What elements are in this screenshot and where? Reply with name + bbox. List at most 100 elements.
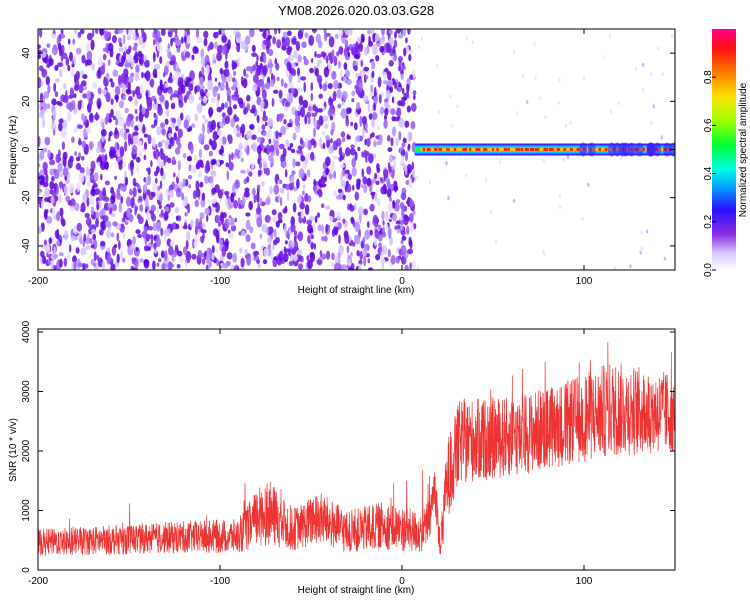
spectrogram-cell <box>310 234 314 239</box>
spectrogram-cell <box>51 50 57 55</box>
spectrogram-cell <box>290 176 295 183</box>
spectrogram-cell <box>313 223 316 233</box>
tone-band-peak <box>475 148 481 151</box>
spectrogram-cell <box>294 116 299 127</box>
spectrogram-cell <box>211 119 216 131</box>
spectrogram-cell <box>156 207 159 215</box>
spectrogram-cell <box>127 81 131 91</box>
spectrogram-cell <box>297 195 302 204</box>
spectrogram-cell <box>196 161 201 170</box>
spectrogram-cell <box>378 134 383 144</box>
spectrogram-cell <box>352 241 356 247</box>
spectrogram-cell <box>366 177 372 187</box>
spectrogram-cell <box>215 215 221 223</box>
spectrogram-cell <box>370 84 374 93</box>
spectrogram-cell <box>268 48 274 57</box>
colorbar-tick-label: 0.2 <box>703 214 714 228</box>
spectrogram-x-tick-label: 100 <box>576 276 593 287</box>
spectrogram-cell <box>262 89 267 100</box>
spectrogram-cell <box>157 185 161 191</box>
spectrogram-cell <box>150 204 156 212</box>
spectrogram-cell <box>215 248 219 254</box>
spectrogram-cell <box>95 211 100 221</box>
tone-band-bump <box>627 142 636 157</box>
spectrogram-y-label: Frequency (Hz) <box>8 116 19 185</box>
spectrogram-cell <box>252 83 258 92</box>
spectrogram-cell <box>218 149 223 155</box>
spectrogram-cell <box>181 36 184 44</box>
spectrogram-cell <box>407 29 411 35</box>
spectrogram-cell <box>373 102 376 112</box>
spectrogram-cell <box>224 191 230 196</box>
spectrogram-cell <box>534 75 537 80</box>
spectrogram-cell <box>153 248 158 254</box>
spectrogram-cell <box>200 229 207 234</box>
spectrogram-cell <box>204 175 209 184</box>
spectrogram-cell <box>274 29 278 35</box>
spectrogram-cell <box>353 122 358 131</box>
spectrogram-cell <box>139 150 143 159</box>
spectrogram-cell <box>262 115 268 122</box>
spectrogram-cell <box>324 123 329 129</box>
spectrogram-cell <box>99 29 105 36</box>
spectrogram-cell <box>363 184 368 194</box>
spectrogram-cell <box>361 36 365 42</box>
spectrogram-cell <box>137 233 142 239</box>
spectrogram-cell <box>389 235 393 246</box>
spectrogram-cell <box>112 69 119 77</box>
spectrogram-cell <box>88 141 95 150</box>
spectrogram-cell <box>408 177 413 189</box>
spectrogram-x-ticks: -200 -100 0 100 <box>28 29 593 287</box>
spectrogram-cell <box>243 68 247 77</box>
spectrogram-cell <box>401 208 405 218</box>
spectrogram-cell <box>645 229 649 234</box>
spectrogram-cell <box>182 201 187 207</box>
spectrogram-cell <box>387 71 392 81</box>
spectrogram-cell <box>221 45 227 55</box>
spectrogram-cell <box>316 53 322 59</box>
spectrogram-cell <box>136 213 142 220</box>
spectrogram-cell <box>490 209 493 214</box>
spectrogram-cell <box>105 72 110 80</box>
tone-band-peak <box>524 148 529 151</box>
tone-band-bump <box>621 142 630 157</box>
spectrogram-cell <box>328 36 335 48</box>
spectrogram-cell <box>512 198 516 203</box>
spectrogram-cell <box>55 78 60 83</box>
spectrogram-cell <box>265 167 270 176</box>
spectrogram-cell <box>85 217 92 226</box>
spectrogram-cell <box>273 228 277 238</box>
spectrogram-cell <box>174 29 178 37</box>
spectrogram-y-tick-label: -20 <box>21 190 32 205</box>
spectrogram-cell <box>124 107 129 114</box>
tone-band-peak <box>570 148 574 151</box>
spectrogram-cell <box>393 185 399 192</box>
spectrogram-cell <box>234 188 238 194</box>
tone-band-peak <box>438 148 442 151</box>
spectrogram-cell <box>405 37 408 44</box>
spectrogram-cell <box>168 132 172 139</box>
spectrogram-cell <box>351 167 357 177</box>
spectrogram-cell <box>250 108 256 114</box>
tone-band-peak <box>543 148 548 151</box>
spectrogram-cell <box>289 142 294 148</box>
spectrogram-cell <box>42 255 46 264</box>
spectrogram-cell <box>171 117 177 124</box>
spectrogram-cell <box>225 81 229 91</box>
spectrogram-cell <box>43 91 50 99</box>
spectrogram-cell <box>159 56 163 64</box>
spectrogram-cell <box>46 43 51 48</box>
spectrogram-cell <box>196 36 203 44</box>
spectrogram-cell <box>246 176 250 183</box>
spectrogram-cell <box>208 108 213 118</box>
spectrogram-cell <box>100 173 103 181</box>
spectrogram-cell <box>179 112 184 121</box>
spectrogram-cell <box>450 123 453 128</box>
spectrogram-cell <box>235 149 238 154</box>
spectrogram-cell <box>126 88 132 95</box>
spectrogram-cell <box>522 73 525 78</box>
spectrogram-cell <box>135 29 138 33</box>
spectrogram-cell <box>55 154 59 163</box>
spectrogram-cell <box>245 73 249 78</box>
